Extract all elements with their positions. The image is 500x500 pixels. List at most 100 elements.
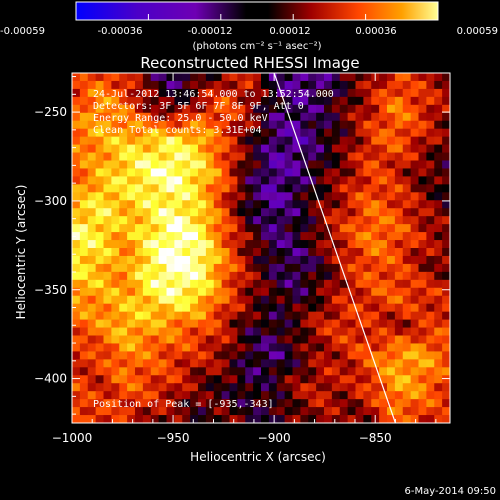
heatmap-cell — [442, 295, 450, 305]
heatmap-cell — [308, 375, 317, 384]
heatmap-cell — [127, 327, 136, 336]
heatmap-cell — [324, 343, 333, 352]
heatmap-cell — [190, 367, 199, 376]
heatmap-cell — [103, 255, 112, 265]
heatmap-cell — [213, 128, 223, 138]
heatmap-cell — [237, 319, 246, 328]
heatmap-cell — [198, 415, 207, 423]
heatmap-cell — [308, 399, 317, 408]
heatmap-cell — [268, 73, 278, 82]
heatmap-cell — [434, 319, 443, 328]
heatmap-cell — [205, 224, 215, 233]
heatmap-cell — [339, 112, 349, 122]
heatmap-cell — [371, 232, 380, 241]
heatmap-cell — [442, 248, 450, 257]
heatmap-cell — [387, 391, 396, 400]
heatmap-cell — [237, 168, 246, 177]
heatmap-cell — [205, 200, 215, 209]
heatmap-cell — [245, 80, 254, 90]
heatmap-cell — [331, 144, 341, 153]
heatmap-cell — [268, 375, 278, 384]
heatmap-cell — [300, 136, 309, 145]
heatmap-cell — [426, 248, 435, 257]
heatmap-cell — [331, 128, 341, 138]
heatmap-cell — [87, 295, 97, 305]
heatmap-cell — [324, 311, 333, 320]
heatmap-cell — [292, 407, 301, 416]
heatmap-cell — [95, 96, 104, 106]
heatmap-cell — [284, 168, 293, 177]
heatmap-cell — [221, 287, 230, 297]
heatmap-cell — [434, 303, 443, 313]
heatmap-cell — [442, 168, 450, 177]
heatmap-cell — [371, 184, 380, 193]
heatmap-cell — [442, 208, 450, 217]
heatmap-cell — [150, 120, 160, 130]
heatmap-cell — [331, 343, 341, 352]
heatmap-cell — [253, 391, 262, 400]
heatmap-cell — [308, 176, 317, 185]
heatmap-cell — [229, 184, 238, 193]
heatmap-cell — [237, 391, 246, 400]
heatmap-cell — [174, 367, 183, 376]
heatmap-cell — [324, 375, 333, 384]
heatmap-cell — [347, 271, 356, 281]
heatmap-cell — [426, 367, 435, 376]
heatmap-cell — [363, 248, 372, 257]
heatmap-cell — [331, 335, 341, 344]
heatmap-cell — [363, 224, 372, 233]
heatmap-cell — [253, 200, 262, 209]
heatmap-cell — [284, 120, 293, 130]
heatmap-cell — [119, 192, 128, 201]
heatmap-cell — [418, 407, 427, 416]
heatmap-cell — [174, 287, 183, 297]
heatmap-cell — [142, 255, 152, 265]
heatmap-cell — [347, 224, 356, 233]
heatmap-cell — [324, 160, 333, 169]
heatmap-cell — [339, 120, 349, 130]
heatmap-cell — [379, 335, 388, 344]
heatmap-cell — [245, 136, 254, 145]
heatmap-cell — [79, 136, 89, 145]
heatmap-cell — [300, 319, 309, 328]
heatmap-cell — [150, 136, 160, 145]
heatmap-cell — [182, 399, 191, 408]
heatmap-cell — [237, 240, 246, 249]
heatmap-cell — [371, 367, 380, 376]
heatmap-cell — [379, 176, 388, 185]
heatmap-cell — [79, 208, 89, 217]
heatmap-cell — [379, 88, 388, 98]
heatmap-cell — [190, 263, 199, 273]
heatmap-cell — [95, 240, 104, 249]
heatmap-cell — [363, 367, 372, 376]
heatmap-cell — [324, 144, 333, 153]
heatmap-cell — [394, 343, 404, 352]
heatmap-cell — [158, 351, 167, 360]
heatmap-cell — [418, 375, 427, 384]
heatmap-cell — [363, 80, 372, 90]
heatmap-cell — [103, 391, 112, 400]
heatmap-cell — [72, 136, 81, 145]
heatmap-cell — [127, 319, 136, 328]
heatmap-cell — [72, 263, 81, 273]
heatmap-cell — [316, 160, 325, 169]
heatmap-cell — [324, 96, 333, 106]
heatmap-cell — [284, 407, 293, 416]
heatmap-cell — [268, 88, 278, 98]
heatmap-cell — [300, 120, 309, 130]
heatmap-cell — [119, 224, 128, 233]
heatmap-cell — [394, 407, 404, 416]
heatmap-cell — [198, 407, 207, 416]
heatmap-cell — [72, 295, 81, 305]
heatmap-cell — [158, 279, 167, 289]
heatmap-cell — [410, 295, 419, 305]
heatmap-cell — [111, 240, 120, 249]
heatmap-cell — [410, 192, 419, 201]
heatmap-cell — [276, 168, 286, 177]
heatmap-cell — [276, 120, 286, 130]
heatmap-cell — [174, 279, 183, 289]
heatmap-cell — [402, 407, 412, 416]
heatmap-cell — [158, 255, 167, 265]
heatmap-cell — [363, 184, 372, 193]
heatmap-cell — [174, 375, 183, 384]
